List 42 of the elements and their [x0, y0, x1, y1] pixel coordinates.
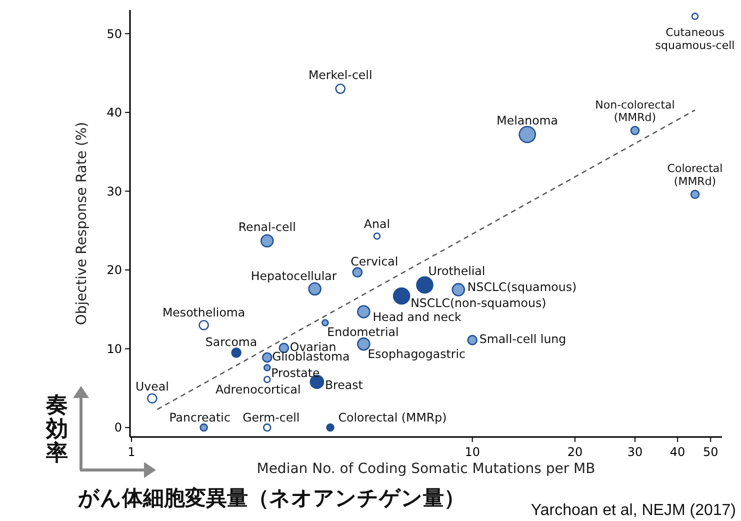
annotation: Renal-cell: [238, 220, 296, 234]
y-tick-label: 0: [114, 420, 122, 435]
y-tick-label: 50: [106, 26, 122, 41]
x-axis-title: Median No. of Coding Somatic Mutations per MB: [256, 461, 596, 477]
x-tick-label: 50: [702, 445, 718, 459]
annotation: Cutaneous squamous-cell: [655, 26, 735, 52]
annotation: Germ-cell: [242, 410, 300, 425]
y-tick-label: 40: [106, 106, 122, 120]
text: 奏効率: [45, 393, 68, 466]
annotation: Non-colorectal (MMRd): [595, 98, 675, 124]
annotation: Mesothelioma: [162, 305, 246, 320]
annotation: Uveal: [135, 380, 169, 394]
x-tick-label: 20: [567, 445, 583, 459]
annotation: Breast: [324, 378, 364, 392]
text: Yarchoan et al, NEJM (2017): [530, 502, 736, 519]
annotation: Colorectal (MMRp): [338, 410, 447, 425]
annotation: Head and neck: [372, 310, 462, 324]
y-tick-label: 20: [106, 263, 122, 278]
y-tick-label: 30: [106, 184, 122, 198]
annotation: Urothelial: [428, 264, 486, 278]
annotation: Prostate: [271, 366, 320, 380]
x-tick-label: 10: [464, 445, 480, 459]
annotation: Hepatocellular: [250, 269, 337, 284]
y-axis-title: Objective Response Rate (%): [74, 122, 90, 326]
annotation: Adrenocortical: [215, 382, 301, 397]
annotation: Sarcoma: [205, 334, 258, 349]
x-tick-label: 40: [670, 445, 686, 459]
annotation: Anal: [364, 217, 390, 232]
annotation: Endometrial: [327, 324, 399, 339]
annotation: NSCLC(squamous): [467, 280, 577, 294]
annotation: Cervical: [350, 254, 398, 268]
annotation: Merkel-cell: [308, 68, 372, 82]
y-tick-label: 10: [106, 342, 122, 356]
x-tick-label: 1: [128, 445, 136, 459]
annotation: Melanoma: [496, 114, 558, 128]
x-tick-label: 30: [627, 445, 643, 459]
annotation: Pancreatic: [169, 410, 230, 425]
text: がん体細胞変異量（ネオアンチゲン量）: [77, 486, 465, 510]
annotation: Esophagogastric: [368, 347, 466, 362]
annotation: NSCLC(non-squamous): [410, 296, 546, 310]
annotation: Colorectal (MMRd): [667, 162, 723, 188]
annotation: Small-cell lung: [479, 332, 566, 346]
